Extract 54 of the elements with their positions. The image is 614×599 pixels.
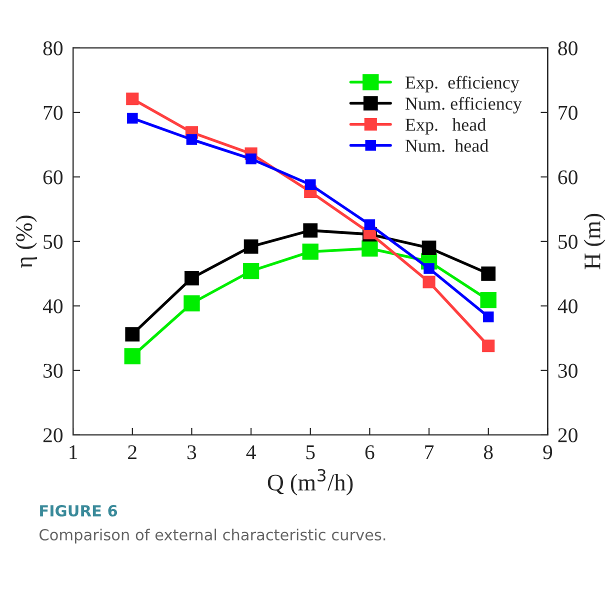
x-tick-label: 9 bbox=[543, 445, 552, 460]
y-tick-label: 20 bbox=[43, 428, 63, 442]
y-tick-label: 30 bbox=[44, 364, 63, 378]
point bbox=[184, 295, 200, 312]
x-tick-label: 8 bbox=[484, 445, 493, 460]
legend-label: Num. head bbox=[405, 139, 488, 152]
y2-tick-label: 30 bbox=[558, 364, 578, 378]
point bbox=[422, 240, 436, 256]
point bbox=[364, 219, 376, 230]
y-tick-label: 80 bbox=[43, 41, 63, 56]
point bbox=[125, 327, 140, 342]
x-tick-label: 6 bbox=[365, 445, 374, 460]
y2-tick-label: 80 bbox=[558, 41, 578, 56]
legend-label: Exp. efficiency bbox=[405, 76, 520, 92]
x-tick-label: 4 bbox=[246, 445, 256, 460]
x-axis-title: Q (m$^{3}$/h) bbox=[268, 469, 353, 496]
point bbox=[482, 311, 494, 322]
point bbox=[424, 263, 434, 274]
y2-tick-label: 50 bbox=[558, 234, 578, 249]
caption: FIGURE 6 bbox=[40, 505, 118, 517]
point bbox=[242, 262, 260, 280]
x-tick-label: 3 bbox=[188, 445, 196, 460]
point bbox=[482, 340, 495, 352]
point bbox=[246, 153, 256, 164]
y-tick-label: 70 bbox=[44, 106, 63, 120]
text: Comparison of external characteristic curves. bbox=[40, 528, 386, 544]
point bbox=[184, 270, 199, 286]
point bbox=[124, 348, 140, 364]
point bbox=[127, 112, 138, 124]
point bbox=[186, 134, 198, 145]
point bbox=[481, 266, 496, 281]
point bbox=[302, 244, 318, 260]
y-tick-label: 50 bbox=[44, 234, 63, 249]
point bbox=[126, 92, 139, 106]
point bbox=[362, 240, 378, 257]
x-tick-label: 7 bbox=[425, 445, 434, 460]
legend-label: Num. efficiency bbox=[405, 96, 522, 114]
point bbox=[244, 239, 258, 254]
y2-tick-label: 40 bbox=[558, 299, 578, 314]
point bbox=[303, 223, 318, 238]
y2-tick-label: 60 bbox=[558, 170, 578, 184]
x-tick-label: 5 bbox=[306, 445, 315, 460]
x-tick-label: 2 bbox=[128, 445, 136, 460]
point bbox=[422, 276, 436, 288]
y2-axis-title: H (m) bbox=[584, 214, 606, 270]
x-tick-label: 1 bbox=[70, 445, 78, 460]
point bbox=[304, 179, 316, 190]
point bbox=[480, 292, 496, 308]
y-tick-label: 60 bbox=[43, 170, 63, 184]
y2-tick-label: 70 bbox=[558, 106, 578, 120]
y-tick-label: 40 bbox=[42, 299, 63, 314]
y-axis-title: η (%) bbox=[16, 216, 37, 268]
y2-tick-label: 20 bbox=[558, 428, 578, 442]
legend-label: Exp. head bbox=[405, 118, 486, 135]
